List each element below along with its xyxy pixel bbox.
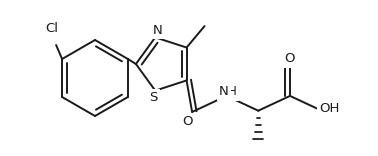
Text: H: H: [228, 85, 237, 98]
Text: N: N: [219, 85, 228, 98]
Text: O: O: [182, 115, 192, 129]
Text: S: S: [149, 91, 158, 104]
Text: OH: OH: [319, 102, 339, 115]
Text: O: O: [285, 52, 295, 65]
Text: Cl: Cl: [46, 22, 59, 36]
Text: N: N: [152, 24, 162, 37]
